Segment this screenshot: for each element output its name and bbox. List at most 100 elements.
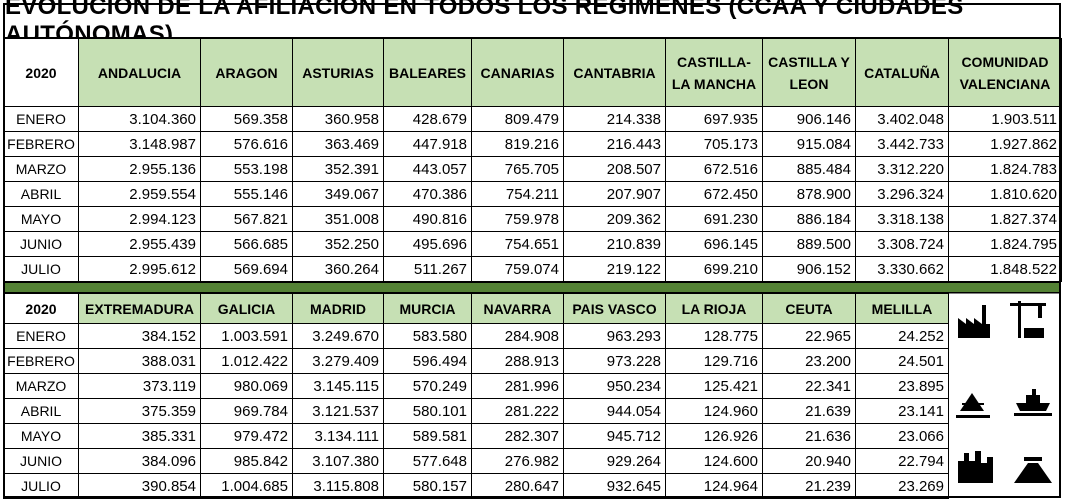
- month-cell: MARZO: [3, 373, 79, 399]
- column-header: ANDALUCIA: [78, 38, 201, 107]
- value-cell: 3.318.138: [855, 206, 949, 232]
- value-cell: 207.907: [563, 181, 666, 207]
- column-header: PAIS VASCO: [563, 293, 666, 324]
- column-header: MADRID: [292, 293, 384, 324]
- value-cell: 1.824.795: [948, 231, 1062, 257]
- value-cell: 363.469: [292, 131, 384, 157]
- value-cell: 932.645: [563, 473, 666, 499]
- value-cell: 21.636: [762, 423, 856, 449]
- value-cell: 759.978: [471, 206, 564, 232]
- month-cell: ABRIL: [3, 398, 79, 424]
- value-cell: 691.230: [665, 206, 763, 232]
- value-cell: 754.211: [471, 181, 564, 207]
- value-cell: 1.810.620: [948, 181, 1062, 207]
- value-cell: 352.391: [292, 156, 384, 182]
- value-cell: 906.146: [762, 106, 856, 132]
- title: EVOLUCIÓN DE LA AFILIACIÓN EN TODOS LOS …: [3, 0, 1061, 48]
- value-cell: 950.234: [563, 373, 666, 399]
- column-header: GALICIA: [200, 293, 293, 324]
- value-cell: 886.184: [762, 206, 856, 232]
- value-cell: 979.472: [200, 423, 293, 449]
- value-cell: 3.121.537: [292, 398, 384, 424]
- month-cell: MAYO: [3, 206, 79, 232]
- value-cell: 3.107.380: [292, 448, 384, 474]
- value-cell: 705.173: [665, 131, 763, 157]
- column-header: CATALUÑA: [855, 38, 949, 107]
- month-cell: MAYO: [3, 423, 79, 449]
- value-cell: 128.775: [665, 323, 763, 349]
- value-cell: 1.004.685: [200, 473, 293, 499]
- value-cell: 754.651: [471, 231, 564, 257]
- value-cell: 470.386: [383, 181, 472, 207]
- value-cell: 1.003.591: [200, 323, 293, 349]
- value-cell: 124.964: [665, 473, 763, 499]
- value-cell: 20.940: [762, 448, 856, 474]
- month-cell: JUNIO: [3, 231, 79, 257]
- value-cell: 906.152: [762, 256, 856, 282]
- value-cell: 3.308.724: [855, 231, 949, 257]
- value-cell: 124.960: [665, 398, 763, 424]
- icons: [948, 293, 1061, 498]
- month-cell: JULIO: [3, 473, 79, 499]
- value-cell: 963.293: [563, 323, 666, 349]
- value-cell: 447.918: [383, 131, 472, 157]
- value-cell: 944.054: [563, 398, 666, 424]
- value-cell: 3.330.662: [855, 256, 949, 282]
- value-cell: 567.821: [200, 206, 293, 232]
- month-cell: JULIO: [3, 256, 79, 282]
- value-cell: 22.341: [762, 373, 856, 399]
- value-cell: 576.616: [200, 131, 293, 157]
- value-cell: 276.982: [471, 448, 564, 474]
- value-cell: 288.913: [471, 348, 564, 374]
- value-cell: 3.312.220: [855, 156, 949, 182]
- value-cell: 596.494: [383, 348, 472, 374]
- month-cell: FEBRERO: [3, 131, 79, 157]
- value-cell: 124.600: [665, 448, 763, 474]
- value-cell: 577.648: [383, 448, 472, 474]
- value-cell: 2.995.612: [78, 256, 201, 282]
- column-header: CASTILLA-LA MANCHA: [665, 38, 763, 107]
- value-cell: 23.200: [762, 348, 856, 374]
- value-cell: 428.679: [383, 106, 472, 132]
- column-header: NAVARRA: [471, 293, 564, 324]
- value-cell: 2.955.439: [78, 231, 201, 257]
- column-header: ARAGON: [200, 38, 293, 107]
- column-header: CANTABRIA: [563, 38, 666, 107]
- column-header: CEUTA: [762, 293, 856, 324]
- value-cell: 765.705: [471, 156, 564, 182]
- value-cell: 216.443: [563, 131, 666, 157]
- value-cell: 23.269: [855, 473, 949, 499]
- value-cell: 281.222: [471, 398, 564, 424]
- month-cell: ENERO: [3, 106, 79, 132]
- separator: [3, 282, 1061, 293]
- value-cell: 351.008: [292, 206, 384, 232]
- value-cell: 384.096: [78, 448, 201, 474]
- value-cell: 23.141: [855, 398, 949, 424]
- value-cell: 282.307: [471, 423, 564, 449]
- value-cell: 219.122: [563, 256, 666, 282]
- column-header: 2020: [3, 38, 79, 107]
- value-cell: 373.119: [78, 373, 201, 399]
- column-header: MELILLA: [855, 293, 949, 324]
- value-cell: 126.926: [665, 423, 763, 449]
- value-cell: 495.696: [383, 231, 472, 257]
- value-cell: 214.338: [563, 106, 666, 132]
- value-cell: 1.824.783: [948, 156, 1062, 182]
- value-cell: 208.507: [563, 156, 666, 182]
- value-cell: 388.031: [78, 348, 201, 374]
- column-header: BALEARES: [383, 38, 472, 107]
- value-cell: 23.066: [855, 423, 949, 449]
- value-cell: 284.908: [471, 323, 564, 349]
- month-cell: JUNIO: [3, 448, 79, 474]
- value-cell: 569.358: [200, 106, 293, 132]
- value-cell: 672.450: [665, 181, 763, 207]
- month-cell: MARZO: [3, 156, 79, 182]
- value-cell: 969.784: [200, 398, 293, 424]
- value-cell: 878.900: [762, 181, 856, 207]
- value-cell: 390.854: [78, 473, 201, 499]
- value-cell: 21.639: [762, 398, 856, 424]
- value-cell: 980.069: [200, 373, 293, 399]
- value-cell: 3.134.111: [292, 423, 384, 449]
- value-cell: 360.958: [292, 106, 384, 132]
- column-header: 2020: [3, 293, 79, 324]
